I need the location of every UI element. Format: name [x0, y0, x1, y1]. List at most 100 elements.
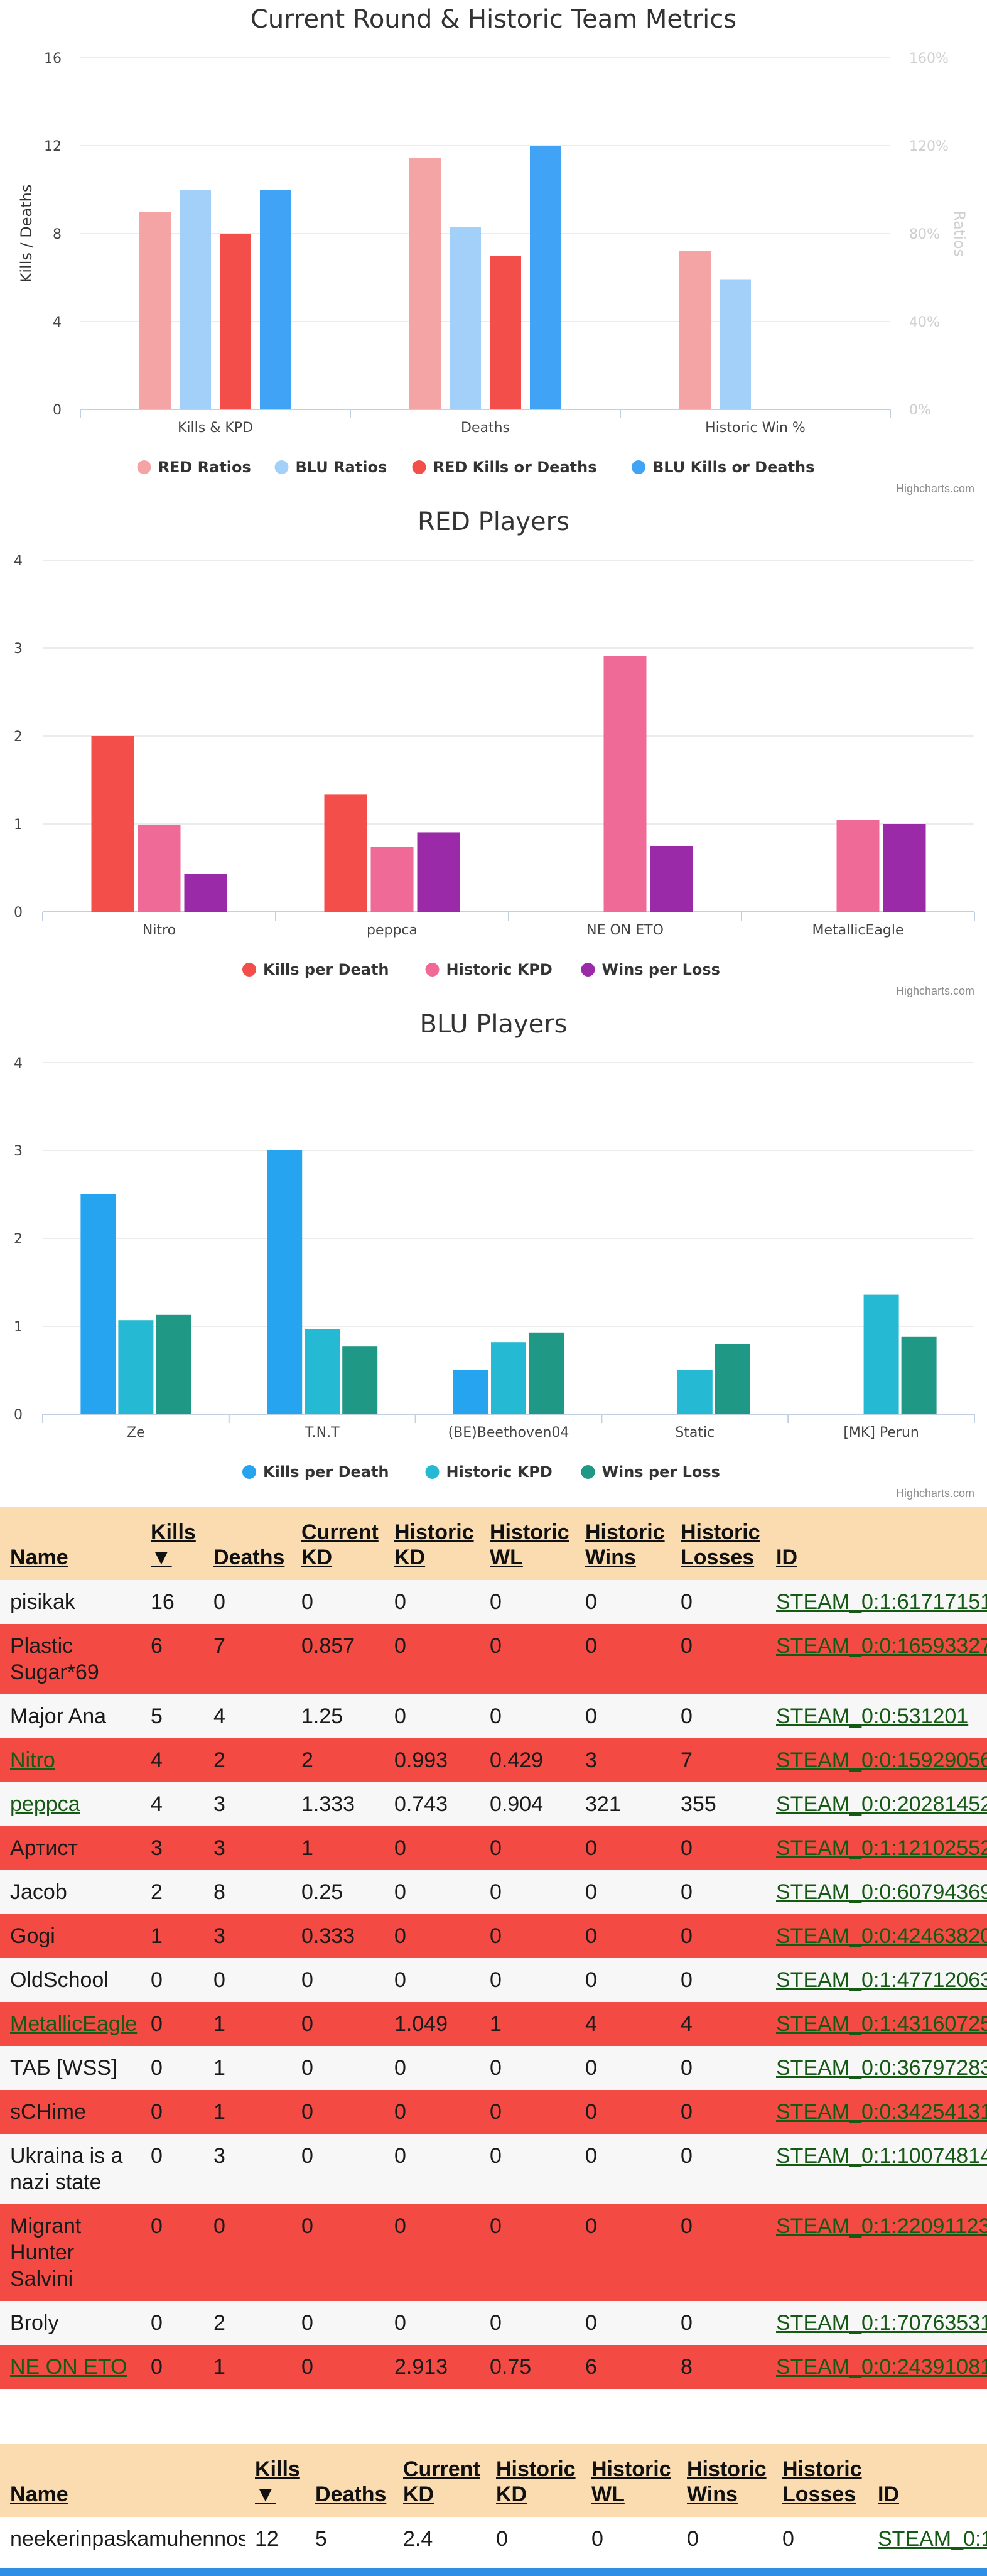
column-header: Historic Wins [575, 1507, 671, 1580]
steam-id-cell: STEAM_0:1 [868, 2517, 987, 2561]
bar [650, 846, 693, 912]
chart-title: Current Round & Historic Team Metrics [251, 5, 736, 34]
steam-id-link[interactable]: STEAM_0:0:24391081 [776, 2355, 987, 2379]
stat-cell: 0 [671, 2301, 766, 2345]
player-name-cell: Plastic Sugar*69 [0, 1624, 141, 1694]
bar [715, 1344, 750, 1414]
steam-id-link[interactable]: STEAM_0:1:220911233 [776, 2214, 987, 2238]
bar [883, 824, 926, 912]
stat-cell: 0 [480, 2301, 575, 2345]
stat-cell: 1 [141, 1914, 203, 1958]
player-link[interactable]: peppca [10, 1792, 80, 1816]
x-tick-label: NE ON ETO [586, 923, 664, 938]
player-name-cell: Ukraina is a nazi state [0, 2134, 141, 2204]
credits-link: Highcharts.com [896, 482, 974, 495]
legend-item: Kills per Death [263, 961, 389, 978]
player-name-cell: NE ON ETO [0, 2345, 141, 2389]
stat-cell: 0 [384, 1958, 480, 2002]
steam-id-link[interactable]: STEAM_0:0:16593327 [776, 1634, 987, 1658]
column-header: Historic WL [480, 1507, 575, 1580]
stat-cell: 0 [575, 1870, 671, 1914]
steam-id-link[interactable]: STEAM_0:1:70763531 [776, 2311, 987, 2335]
steam-id-link[interactable]: STEAM_0:0:60794369 [776, 1880, 987, 1904]
player-link[interactable]: MetallicEagle [10, 2012, 138, 2036]
legend-item: Wins per Loss [602, 1463, 720, 1481]
stat-cell: 3 [203, 1782, 291, 1826]
player-name-cell: Nitro [0, 1738, 141, 1782]
table-row: NE ON ETO 0 1 0 2.913 0.75 6 8 STEAM_0:0:2439108… [0, 2345, 987, 2389]
steam-id-link[interactable]: STEAM_0:0:531201 [776, 1704, 969, 1728]
steam-id-link[interactable]: STEAM_0:1:43160725 [776, 2012, 987, 2036]
stat-cell: 0 [671, 2090, 766, 2134]
player-name-cell: neekerinpaskamuhennos [0, 2517, 245, 2561]
chart-title: RED Players [418, 507, 569, 536]
legend-item: BLU Kills or Deaths [652, 458, 814, 476]
stat-cell: 0 [291, 2002, 384, 2046]
stat-cell: 0 [384, 2134, 480, 2204]
stat-cell: 1.333 [291, 1782, 384, 1826]
column-header[interactable]: Kills ▼ [245, 2444, 305, 2517]
steam-id-cell: STEAM_0:1:121025528 [766, 1826, 987, 1870]
bar [91, 736, 134, 912]
y-tick-label: 1 [14, 817, 23, 833]
y-tick-label: 3 [14, 1144, 23, 1159]
red-players-chart: RED Players 0 1 2 3 4 Nitro peppca NE ON ETO Meta… [0, 502, 987, 1005]
stat-cell: 321 [575, 1782, 671, 1826]
table-row: Migrant Hunter Salvini 0 0 0 0 0 0 0 STEAM_0:1:2… [0, 2204, 987, 2301]
steam-id-link[interactable]: STEAM_0:0:424638205 [776, 1924, 987, 1948]
player-name-cell: ТАБ [WSS] [0, 2046, 141, 2090]
steam-id-link[interactable]: STEAM_0:1:61717151 [776, 1590, 987, 1614]
legend-marker [137, 460, 151, 474]
stat-cell: 0.857 [291, 1624, 384, 1694]
player-name-cell: Артист [0, 1826, 141, 1870]
stat-cell: 0 [671, 1914, 766, 1958]
stat-cell: 0.993 [384, 1738, 480, 1782]
stat-cell: 0 [671, 2134, 766, 2204]
steam-id-link[interactable]: STEAM_0:0:34254131 [776, 2100, 987, 2124]
column-header: Historic WL [581, 2444, 677, 2517]
steam-id-link[interactable]: STEAM_0:0:36797283 [776, 2056, 987, 2080]
column-header[interactable]: Kills ▼ [141, 1507, 203, 1580]
stat-cell: 2 [291, 1738, 384, 1782]
player-name-cell: peppca [0, 1782, 141, 1826]
y-tick-label: 4 [14, 553, 23, 569]
stat-cell: 0 [575, 1826, 671, 1870]
x-tick-label: Deaths [461, 420, 510, 436]
stat-cell: 0 [575, 1580, 671, 1624]
x-tick-label: Nitro [143, 923, 176, 938]
table-row: Gogi 1 3 0.333 0 0 0 0 STEAM_0:0:424638205 [0, 1914, 987, 1958]
steam-id-cell: STEAM_0:0:20281452 [766, 1782, 987, 1826]
team-metrics-chart: Current Round & Historic Team Metrics 0 4 8… [0, 0, 987, 502]
player-link[interactable]: Nitro [10, 1748, 55, 1772]
bar [720, 279, 751, 409]
y-tick-label: 4 [14, 1056, 23, 1071]
stat-cell: 4 [141, 1738, 203, 1782]
stat-cell: 0 [291, 2134, 384, 2204]
stat-cell: 8 [203, 1870, 291, 1914]
steam-id-link[interactable]: STEAM_0:1:10074814 [776, 2144, 987, 2168]
steam-id-link[interactable]: STEAM_0:0:20281452 [776, 1792, 987, 1816]
steam-id-link[interactable]: STEAM_0:1:121025528 [776, 1836, 987, 1860]
stat-cell: 16 [141, 1580, 203, 1624]
player-name-cell: MetallicEagle [0, 2002, 141, 2046]
column-header: Deaths [203, 1507, 291, 1580]
steam-id-link[interactable]: STEAM_0:1:47712063 [776, 1968, 987, 1992]
credits-link: Highcharts.com [896, 985, 974, 997]
steam-id-link[interactable]: STEAM_0:0:159290564 [776, 1748, 987, 1772]
stat-cell: 0 [203, 1580, 291, 1624]
stat-cell: 0 [480, 2090, 575, 2134]
player-name-cell: Jacob [0, 1870, 141, 1914]
table-row: Broly 0 2 0 0 0 0 0 STEAM_0:1:70763531 [0, 2301, 987, 2345]
y-right-tick-label: 0% [909, 403, 931, 418]
bar [80, 1194, 116, 1414]
player-link[interactable]: NE ON ETO [10, 2355, 127, 2379]
x-tick-label: MetallicEagle [812, 923, 903, 938]
bar [417, 832, 460, 912]
stat-cell: 0 [141, 2345, 203, 2389]
x-tick-label: Ze [127, 1425, 145, 1441]
stat-cell: 1.25 [291, 1694, 384, 1738]
legend-marker [581, 1465, 595, 1479]
steam-id-link[interactable]: STEAM_0:1 [878, 2527, 987, 2551]
stat-cell: 3 [575, 1738, 671, 1782]
bar [324, 794, 367, 912]
